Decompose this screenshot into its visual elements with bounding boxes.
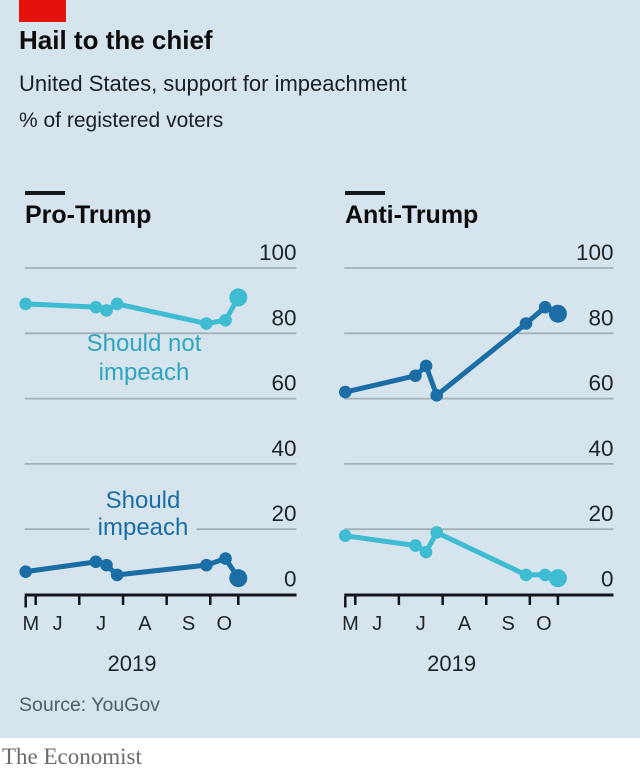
- month-label: A: [138, 613, 152, 635]
- data-point: [19, 565, 32, 578]
- data-point: [229, 569, 248, 588]
- data-point: [339, 385, 352, 399]
- month-label: J: [372, 613, 382, 635]
- data-point: [519, 317, 533, 330]
- y-tick-label: 60: [271, 371, 296, 396]
- year-label: 2019: [108, 651, 157, 676]
- panel-title-pro-trump: Pro-Trump: [25, 201, 152, 229]
- chart-subtitle: United States, support for impeachment: [19, 71, 407, 96]
- y-tick-label: 80: [588, 305, 613, 330]
- month-label: O: [536, 613, 552, 635]
- panel-key-rule-right: [345, 191, 385, 195]
- data-point: [219, 313, 232, 327]
- month-label: A: [458, 613, 472, 635]
- data-point: [89, 555, 103, 569]
- data-point: [89, 300, 103, 314]
- data-point: [419, 359, 433, 373]
- data-point: [430, 526, 444, 539]
- data-point: [548, 569, 567, 588]
- month-label: O: [216, 613, 232, 635]
- month-label: J: [53, 613, 63, 635]
- data-point: [430, 389, 444, 402]
- data-point: [200, 317, 213, 330]
- y-tick-label: 60: [588, 371, 613, 396]
- month-label: S: [501, 613, 514, 635]
- data-point: [409, 369, 422, 383]
- data-point: [110, 568, 124, 582]
- data-point: [339, 529, 352, 543]
- chart-card: Hail to the chief United States, support…: [0, 0, 640, 738]
- y-tick-label: 0: [601, 567, 614, 592]
- panel-key-rule-left: [25, 191, 65, 195]
- month-label: S: [182, 613, 195, 635]
- month-label: M: [342, 613, 359, 635]
- data-point: [100, 304, 113, 317]
- data-point: [100, 558, 113, 572]
- y-tick-label: 20: [588, 501, 613, 526]
- series-label-should-not-impeach: Should not impeach: [86, 330, 202, 386]
- data-point: [419, 545, 433, 559]
- y-tick-label: 100: [576, 240, 614, 265]
- data-point: [538, 568, 552, 582]
- data-point: [548, 304, 567, 323]
- y-tick-label: 100: [259, 240, 297, 265]
- data-point: [200, 558, 213, 572]
- y-tick-label: 20: [271, 501, 296, 526]
- y-tick-label: 40: [588, 436, 613, 461]
- source-note: Source: YouGov: [19, 694, 160, 716]
- month-label: J: [416, 613, 426, 635]
- data-point: [229, 288, 248, 307]
- month-label: M: [22, 613, 39, 635]
- y-tick-label: 0: [284, 567, 297, 592]
- month-label: J: [96, 613, 106, 635]
- data-point: [219, 552, 232, 565]
- year-label: 2019: [427, 651, 476, 676]
- data-point: [110, 297, 124, 311]
- data-point: [19, 297, 32, 311]
- series-label-should-impeach: Should impeach: [89, 487, 197, 541]
- economist-red-tag: [19, 0, 66, 22]
- data-point: [409, 539, 422, 552]
- data-point: [538, 300, 552, 314]
- chart-title: Hail to the chief: [19, 25, 213, 55]
- chart-unit-label: % of registered voters: [19, 109, 224, 132]
- y-tick-label: 40: [271, 436, 296, 461]
- data-point: [519, 568, 533, 582]
- y-tick-label: 80: [271, 305, 296, 330]
- panel-title-anti-trump: Anti-Trump: [345, 201, 479, 229]
- publisher-credit: The Economist: [2, 744, 142, 769]
